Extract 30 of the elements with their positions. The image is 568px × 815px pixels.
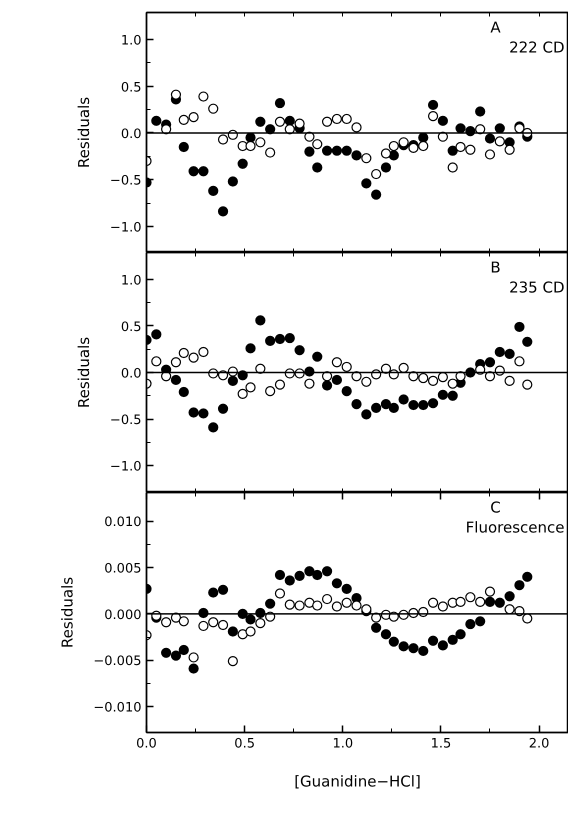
y-tick-label: 1.0 (120, 34, 142, 49)
annotation: B (490, 258, 501, 276)
x-tick-label: 1.5 (430, 736, 452, 752)
annotation: A (490, 18, 502, 36)
x-tick-label: 0.5 (234, 736, 255, 752)
y-tick-label: 0.5 (120, 80, 142, 96)
y-tick-label: 0.000 (104, 608, 142, 623)
annotation: 235 CD (509, 278, 565, 296)
y-tick-label: 0.010 (104, 515, 142, 530)
y-tick-label: 0.5 (120, 320, 142, 335)
y-tick-label: 0.005 (104, 562, 142, 577)
y-tick-label: 0.0 (120, 126, 142, 142)
x-tick-label: 2.0 (528, 736, 550, 752)
annotation: Fluorescence (466, 518, 565, 536)
y-axis-title: Residuals (74, 336, 93, 408)
y-tick-label: −1.0 (110, 220, 142, 236)
x-tick-label: 0.0 (136, 736, 157, 752)
y-axis-title: Residuals (58, 576, 76, 648)
x-tick-label: 1.0 (332, 736, 354, 752)
y-tick-label: −0.5 (110, 413, 142, 428)
y-tick-label: −0.5 (110, 174, 142, 189)
x-axis-title: [Guanidine−HCl] (294, 772, 421, 790)
y-tick-label: 0.0 (120, 366, 142, 382)
y-tick-label: −0.005 (93, 654, 142, 670)
y-tick-label: 1.0 (120, 273, 142, 288)
y-tick-label: −0.010 (93, 700, 142, 716)
annotation: 222 CD (509, 38, 565, 56)
annotation: C (490, 498, 501, 516)
y-tick-label: −1.0 (110, 460, 142, 475)
y-axis-title: Residuals (74, 96, 93, 168)
